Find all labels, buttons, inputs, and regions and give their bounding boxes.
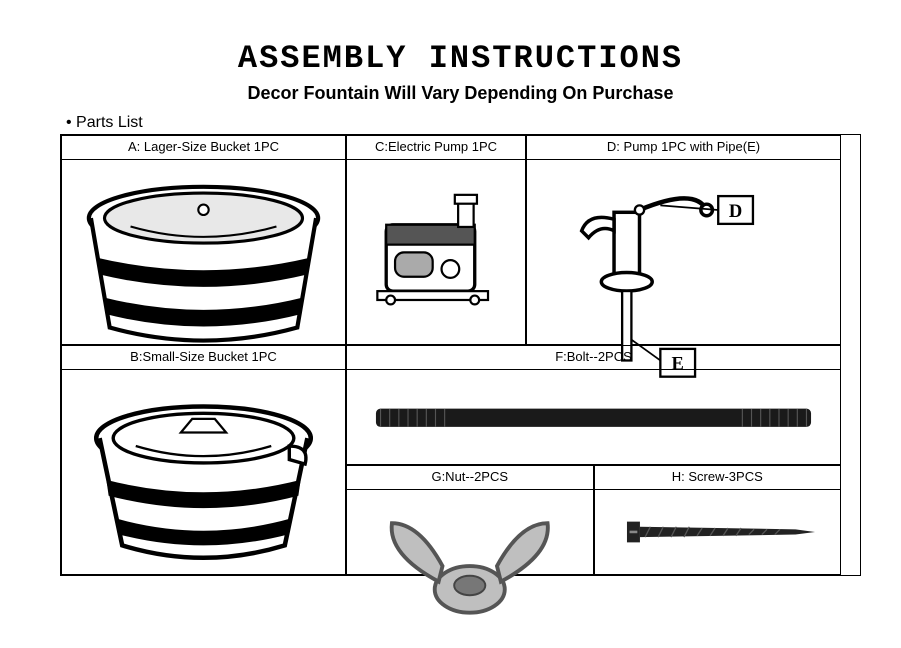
small-bucket-icon	[68, 376, 339, 579]
part-label-h: H: Screw-3PCS	[595, 466, 841, 490]
screw-icon	[601, 496, 835, 568]
cell-g: G:Nut--2PCS	[346, 465, 594, 575]
cell-b: B:Small-Size Bucket 1PC	[61, 345, 346, 575]
cell-h: H: Screw-3PCS	[594, 465, 842, 575]
cell-d: D: Pump 1PC with Pipe(E)	[526, 135, 841, 345]
page: ASSEMBLY INSTRUCTIONS Decor Fountain Wil…	[0, 0, 901, 596]
table-row: A: Lager-Size Bucket 1PC	[61, 135, 860, 345]
part-label-g: G:Nut--2PCS	[347, 466, 593, 490]
table-row: B:Small-Size Bucket 1PC	[61, 345, 860, 575]
cell-f: F:Bolt--2PCS	[346, 345, 841, 465]
table-row: G:Nut--2PCS	[346, 465, 841, 575]
electric-pump-icon	[353, 166, 519, 338]
cell-c: C:Electric Pump 1PC	[346, 135, 526, 345]
part-label-f: F:Bolt--2PCS	[347, 346, 840, 370]
section-label: Parts List	[66, 114, 861, 132]
bolt-icon	[353, 376, 834, 458]
part-label-c: C:Electric Pump 1PC	[347, 136, 525, 160]
large-bucket-icon	[68, 166, 339, 354]
wing-nut-icon	[353, 496, 587, 632]
right-column: F:Bolt--2PCS	[346, 345, 841, 575]
page-title: ASSEMBLY INSTRUCTIONS	[60, 40, 861, 77]
page-subtitle: Decor Fountain Will Vary Depending On Pu…	[60, 83, 861, 104]
part-label-d: D: Pump 1PC with Pipe(E)	[527, 136, 840, 160]
cell-a: A: Lager-Size Bucket 1PC	[61, 135, 346, 345]
parts-table: A: Lager-Size Bucket 1PC	[60, 134, 861, 576]
callout-d-text: D	[729, 201, 742, 222]
part-label-a: A: Lager-Size Bucket 1PC	[62, 136, 345, 160]
part-label-b: B:Small-Size Bucket 1PC	[62, 346, 345, 370]
